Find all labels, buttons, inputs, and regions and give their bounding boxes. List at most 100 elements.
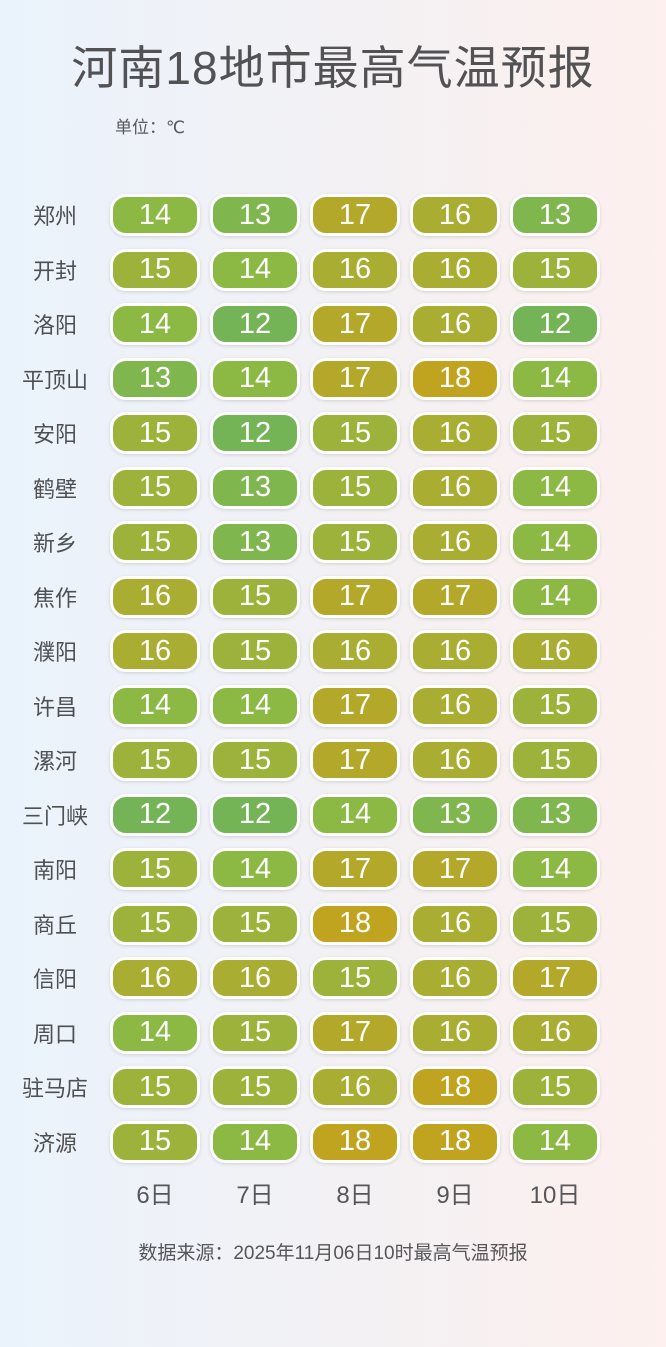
temp-cell: 17	[310, 848, 400, 891]
temp-cell: 17	[310, 684, 400, 727]
temp-cell: 16	[310, 630, 400, 673]
temp-cell: 15	[210, 575, 300, 618]
source-note: 数据来源：2025年11月06日10时最高气温预报	[138, 1242, 528, 1264]
table-row: 周口 14 15 17 16 16	[0, 1005, 666, 1060]
temp-cell: 15	[210, 1011, 300, 1054]
temp-cell: 16	[410, 739, 500, 782]
temp-cell: 16	[110, 957, 200, 1000]
temp-cell: 15	[310, 412, 400, 455]
temp-cell: 15	[510, 902, 600, 945]
temp-cell: 14	[210, 248, 300, 291]
temp-cell: 16	[510, 630, 600, 673]
page-title: 河南18地市最高气温预报	[71, 42, 595, 94]
table-row: 焦作 16 15 17 17 14	[0, 569, 666, 624]
date-label: 6日	[136, 1181, 174, 1209]
date-label: 8日	[336, 1181, 374, 1209]
city-label: 开封	[32, 258, 77, 284]
temp-cell: 18	[410, 357, 500, 400]
table-row: 安阳 15 12 15 16 15	[0, 406, 666, 461]
temp-cell: 17	[310, 357, 400, 400]
city-label: 新乡	[32, 531, 77, 557]
temp-cell: 15	[110, 902, 200, 945]
table-row: 新乡 15 13 15 16 14	[0, 515, 666, 570]
temp-cell: 16	[310, 248, 400, 291]
unit-label: 单位：℃	[115, 117, 186, 137]
city-label: 洛阳	[32, 313, 77, 339]
temp-cell: 15	[110, 466, 200, 509]
temp-cell: 17	[310, 575, 400, 618]
temp-cell: 15	[110, 848, 200, 891]
temp-cell: 16	[110, 630, 200, 673]
city-label: 济源	[32, 1130, 77, 1156]
temp-cell: 15	[310, 521, 400, 564]
table-row: 许昌 14 14 17 16 15	[0, 678, 666, 733]
temp-cell: 15	[110, 1066, 200, 1109]
temp-cell: 13	[410, 793, 500, 836]
temp-cell: 14	[210, 357, 300, 400]
temp-cell: 15	[110, 1120, 200, 1163]
date-axis-spacer	[10, 1175, 100, 1210]
temp-cell: 16	[410, 630, 500, 673]
temp-cell: 16	[410, 902, 500, 945]
temp-cell: 12	[210, 303, 300, 346]
table-row: 平顶山 13 14 17 18 14	[0, 351, 666, 406]
city-label: 鹤壁	[32, 476, 77, 502]
temp-cell: 14	[210, 848, 300, 891]
temp-cell: 17	[410, 575, 500, 618]
temp-cell: 17	[310, 194, 400, 237]
temp-cell: 16	[210, 957, 300, 1000]
temp-cell: 18	[410, 1120, 500, 1163]
temp-cell: 16	[310, 1066, 400, 1109]
temp-cell: 14	[110, 684, 200, 727]
table-row: 濮阳 16 15 16 16 16	[0, 624, 666, 679]
temp-cell: 14	[510, 466, 600, 509]
temp-cell: 13	[510, 793, 600, 836]
temp-cell: 15	[210, 739, 300, 782]
table-row: 济源 15 14 18 18 14	[0, 1114, 666, 1169]
temp-cell: 15	[510, 1066, 600, 1109]
city-label: 濮阳	[32, 640, 77, 666]
temp-cell: 18	[310, 902, 400, 945]
temp-cell: 16	[410, 684, 500, 727]
temp-cell: 18	[310, 1120, 400, 1163]
table-row: 开封 15 14 16 16 15	[0, 242, 666, 297]
temp-cell: 16	[410, 1011, 500, 1054]
temp-cell: 14	[110, 303, 200, 346]
temp-cell: 14	[310, 793, 400, 836]
city-label: 周口	[32, 1021, 77, 1047]
temp-cell: 15	[510, 739, 600, 782]
city-label: 平顶山	[21, 367, 88, 393]
temp-cell: 17	[310, 303, 400, 346]
temp-cell: 16	[110, 575, 200, 618]
temp-cell: 15	[510, 684, 600, 727]
temp-cell: 12	[210, 412, 300, 455]
temp-cell: 12	[510, 303, 600, 346]
temp-cell: 15	[110, 521, 200, 564]
temp-cell: 16	[510, 1011, 600, 1054]
temp-cell: 17	[310, 739, 400, 782]
temp-cell: 14	[510, 357, 600, 400]
temp-cell: 16	[410, 521, 500, 564]
temp-cell: 15	[110, 412, 200, 455]
date-label: 7日	[236, 1181, 274, 1209]
temp-cell: 14	[110, 1011, 200, 1054]
temp-cell: 12	[210, 793, 300, 836]
temp-cell: 16	[410, 194, 500, 237]
temp-cell: 13	[510, 194, 600, 237]
temp-cell: 15	[210, 630, 300, 673]
forecast-table: 郑州 14 13 17 16 13 开封 15 14 16 16 15 洛阳 14 12 17 16 12 平顶山 1…	[0, 188, 666, 1169]
table-row: 信阳 16 16 15 16 17	[0, 951, 666, 1006]
city-label: 郑州	[32, 204, 77, 230]
temp-cell: 15	[210, 1066, 300, 1109]
city-label: 商丘	[32, 912, 77, 938]
table-row: 三门峡 12 12 14 13 13	[0, 787, 666, 842]
table-row: 漯河 15 15 17 16 15	[0, 733, 666, 788]
temp-cell: 16	[410, 412, 500, 455]
temp-cell: 14	[510, 521, 600, 564]
temp-cell: 16	[410, 303, 500, 346]
temp-cell: 14	[210, 1120, 300, 1163]
temp-cell: 14	[510, 848, 600, 891]
temp-cell: 15	[110, 248, 200, 291]
temp-cell: 14	[210, 684, 300, 727]
temp-cell: 13	[210, 194, 300, 237]
